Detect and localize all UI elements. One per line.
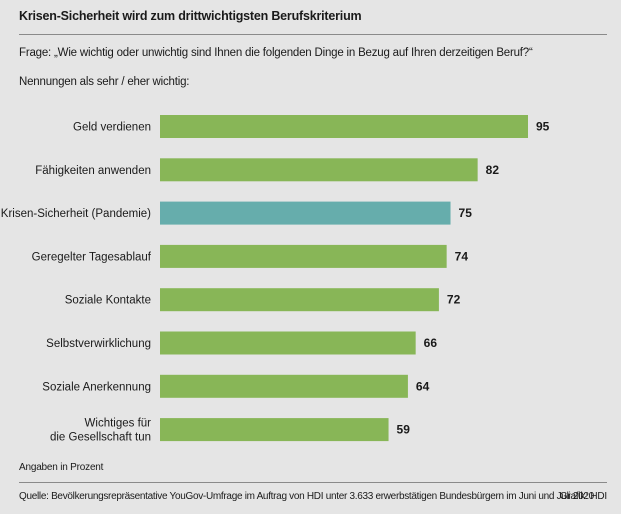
category-label: Selbstverwirklichung: [46, 338, 151, 350]
category-label: Wichtiges für: [85, 418, 152, 430]
category-label: Soziale Anerkennung: [42, 381, 151, 393]
bar: [160, 288, 439, 312]
graphic-credit: Grafik: HDI: [559, 491, 607, 502]
survey-question: Frage: „Wie wichtig oder unwichtig sind …: [19, 47, 533, 59]
value-label: 75: [459, 206, 473, 220]
category-label: Geregelter Tagesablauf: [32, 251, 152, 263]
source-note: Quelle: Bevölkerungsrepräsentative YouGo…: [19, 491, 594, 502]
value-label: 95: [536, 120, 550, 134]
category-label: die Gesellschaft tun: [50, 432, 151, 444]
value-label: 72: [447, 293, 461, 307]
value-label: 59: [397, 423, 411, 437]
category-label: Krisen-Sicherheit (Pandemie): [1, 208, 151, 220]
value-label: 66: [424, 336, 438, 350]
bar: [160, 374, 408, 398]
bar: [160, 418, 389, 442]
bar: [160, 244, 447, 268]
value-label: 82: [486, 163, 500, 177]
bar: [160, 158, 478, 182]
chart-subtitle: Nennungen als sehr / eher wichtig:: [19, 76, 190, 88]
bar: [160, 115, 528, 138]
bar: [160, 331, 416, 355]
value-label: 64: [416, 379, 430, 393]
unit-note: Angaben in Prozent: [19, 462, 104, 473]
title-divider: [19, 34, 607, 35]
category-label: Geld verdienen: [73, 122, 151, 134]
footer-divider: [19, 482, 607, 483]
value-label: 74: [455, 249, 469, 263]
category-label: Soziale Kontakte: [65, 295, 151, 307]
bar: [160, 201, 451, 225]
chart-title: Krisen-Sicherheit wird zum drittwichtigs…: [19, 9, 362, 23]
category-label: Fähigkeiten anwenden: [35, 165, 151, 177]
